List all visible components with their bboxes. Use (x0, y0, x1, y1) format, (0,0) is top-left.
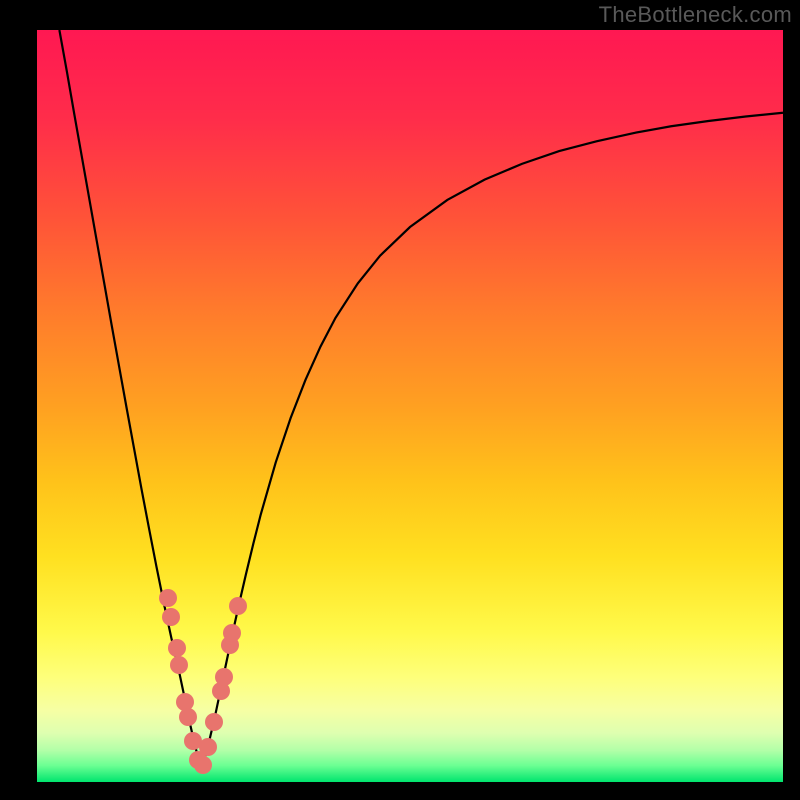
chart-frame: TheBottleneck.com (0, 0, 800, 800)
scatter-marker (194, 756, 212, 774)
scatter-marker (223, 624, 241, 642)
scatter-marker (229, 597, 247, 615)
scatter-marker (215, 668, 233, 686)
watermark-text: TheBottleneck.com (599, 2, 792, 28)
scatter-marker (162, 608, 180, 626)
scatter-marker (168, 639, 186, 657)
curve-path (59, 30, 783, 766)
bottleneck-curve (37, 30, 783, 782)
scatter-marker (199, 738, 217, 756)
scatter-marker (205, 713, 223, 731)
scatter-marker (179, 708, 197, 726)
scatter-marker (170, 656, 188, 674)
plot-area (37, 30, 783, 782)
scatter-marker (159, 589, 177, 607)
